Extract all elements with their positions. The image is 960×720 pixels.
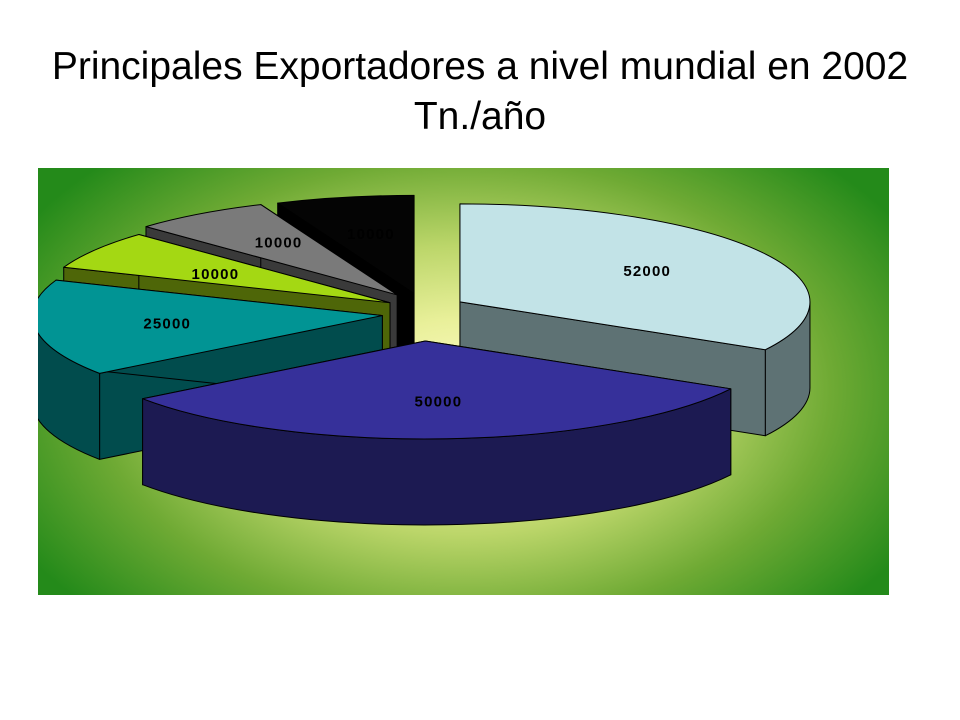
data-label-argentina: 52000 xyxy=(623,263,671,280)
slide-title: Principales Exportadores a nivel mundial… xyxy=(51,45,909,138)
pie-slice-argentina xyxy=(459,203,811,437)
pie-slice-top xyxy=(459,203,811,351)
pie-slice-top xyxy=(145,204,398,296)
pie-slice-top xyxy=(38,279,383,374)
data-label-australia: 10000 xyxy=(192,266,240,283)
pie-slice-china xyxy=(142,340,732,526)
pie-slice-top xyxy=(63,233,391,304)
data-label-canada: 10000 xyxy=(255,235,303,252)
data-label-hungria: 10000 xyxy=(347,226,395,243)
pie-chart: 52000 50000 25000 10000 10000 10000 xyxy=(38,194,811,526)
pie-slice-top xyxy=(277,194,415,294)
data-label-mexico: 25000 xyxy=(143,316,191,333)
data-label-china: 50000 xyxy=(415,394,463,411)
pie-slice-top xyxy=(142,340,732,440)
